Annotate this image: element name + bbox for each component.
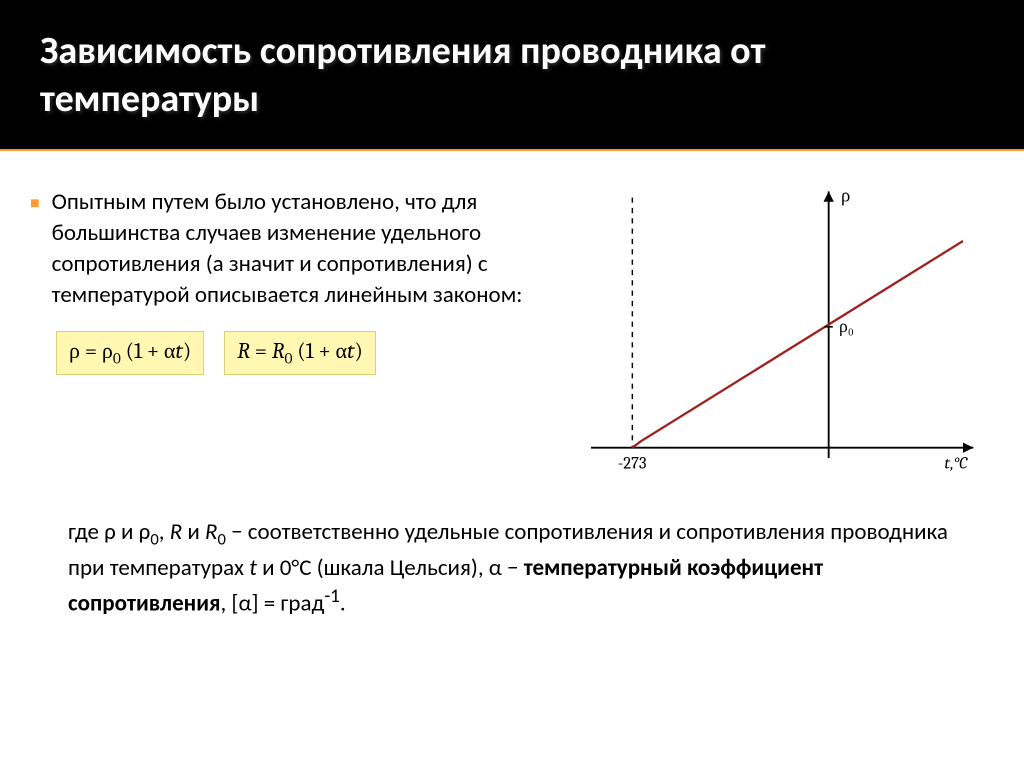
zero-kelvin-label: -273 xyxy=(618,454,647,473)
y-axis-arrow xyxy=(824,191,834,201)
formula-r: R = R0 (1 + αt) xyxy=(224,331,376,374)
y-axis-label: ρ xyxy=(841,185,850,207)
resistivity-line xyxy=(632,241,963,448)
content-area: ■ Опытным путем было установлено, что дл… xyxy=(0,151,1024,494)
formula-row: ρ = ρ0 (1 + αt) R = R0 (1 + αt) xyxy=(56,331,540,374)
explanation-paragraph: где ρ и ρ0, R и R0 − соответственно удел… xyxy=(0,494,1024,620)
resistivity-temperature-chart: ρ ρ₀ -273 t,°C xyxy=(560,179,994,489)
formula-rho: ρ = ρ0 (1 + αt) xyxy=(56,331,204,374)
rho0-label: ρ₀ xyxy=(839,317,854,337)
x-axis-arrow xyxy=(963,443,973,453)
title-block: Зависимость сопротивления проводника от … xyxy=(0,0,1024,151)
page-title: Зависимость сопротивления проводника от … xyxy=(40,28,984,123)
chart-column: ρ ρ₀ -273 t,°C xyxy=(560,179,994,494)
x-axis-label: t,°C xyxy=(944,454,968,473)
bullet-row: ■ Опытным путем было установлено, что дл… xyxy=(30,187,540,311)
text-column: ■ Опытным путем было установлено, что дл… xyxy=(30,179,540,494)
main-paragraph: Опытным путем было установлено, что для … xyxy=(52,187,540,311)
bullet-icon: ■ xyxy=(30,187,40,311)
